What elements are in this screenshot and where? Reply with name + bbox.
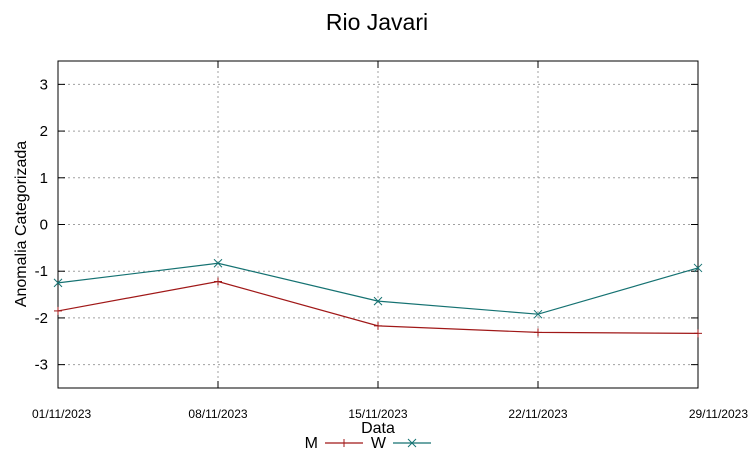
x-tick-label: 22/11/2023 xyxy=(508,407,567,421)
y-axis: -3 -2 -1 0 1 2 3 xyxy=(35,76,698,374)
data-point-m xyxy=(54,306,62,315)
marker-cross-b xyxy=(533,309,543,319)
x-tick-label: 01/11/2023 xyxy=(32,407,91,421)
series-m xyxy=(54,277,702,338)
data-point-m xyxy=(214,277,222,286)
marker-cross-b xyxy=(53,278,63,288)
y-tick-label: -2 xyxy=(35,310,48,327)
data-point-m xyxy=(534,328,542,337)
data-point-w xyxy=(533,309,543,319)
y-tick-label: 2 xyxy=(40,123,48,140)
x-tick-label: 29/11/2023 xyxy=(689,407,748,421)
x-tick-label: 15/11/2023 xyxy=(348,407,407,421)
data-point-w xyxy=(213,258,223,268)
chart-title: Rio Javari xyxy=(326,9,428,35)
legend-label: W xyxy=(371,435,387,452)
legend-item-m: M xyxy=(305,435,363,452)
series xyxy=(53,258,703,338)
y-tick-label: -1 xyxy=(35,263,48,280)
y-tick-label: 0 xyxy=(40,217,48,234)
x-axis-label: Data xyxy=(361,420,395,437)
legend-item-w: W xyxy=(371,435,431,452)
grid-lines xyxy=(58,61,698,388)
data-point-w xyxy=(693,263,703,273)
y-axis-label: Anomalia Categorizada xyxy=(13,141,30,307)
data-point-m xyxy=(374,321,382,330)
data-point-m xyxy=(694,329,702,338)
x-axis: 01/11/2023 08/11/2023 15/11/2023 22/11/2023… xyxy=(32,61,748,421)
y-tick-label: 3 xyxy=(40,76,48,93)
marker-cross-b xyxy=(693,263,703,273)
series-w xyxy=(53,258,703,319)
y-tick-label: 1 xyxy=(40,170,48,187)
data-point-w xyxy=(53,278,63,288)
marker-cross-b xyxy=(407,438,417,448)
y-tick-label: -3 xyxy=(35,357,48,374)
marker-cross-b xyxy=(373,296,383,306)
data-point-w xyxy=(373,296,383,306)
legend-label: M xyxy=(305,435,318,452)
marker-cross-b xyxy=(213,258,223,268)
x-tick-label: 08/11/2023 xyxy=(188,407,247,421)
